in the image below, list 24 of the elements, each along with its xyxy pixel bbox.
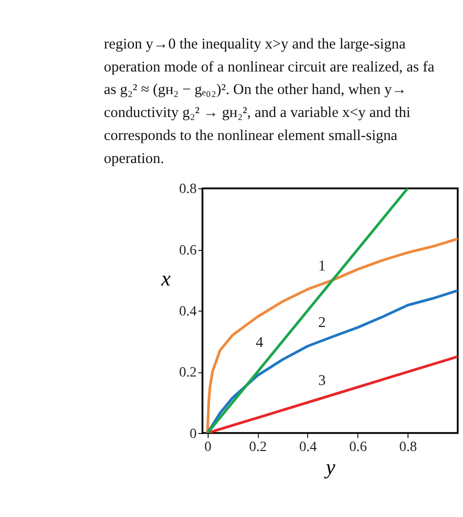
y-tick-label: 0 xyxy=(190,426,197,442)
x-axis-title: y xyxy=(324,454,336,479)
y-tick-label: 0.2 xyxy=(179,364,197,381)
series-label: 1 xyxy=(318,258,326,274)
text: operation mode of a nonlinear circuit are realized, as fa xyxy=(104,59,435,76)
x-tick-label: 0.4 xyxy=(299,439,317,456)
y-tick-label: 0.8 xyxy=(179,181,197,198)
series-label: 2 xyxy=(318,315,326,332)
x-tick-label: 0.6 xyxy=(349,439,367,456)
text: as g₂² ≈ (gн₂ − gₑ₀₂)². On the other hand, when y→ xyxy=(104,82,407,98)
y-tick-label: 0.4 xyxy=(179,304,197,320)
text: corresponds to the nonlinear element small-signa xyxy=(104,128,398,144)
y-tick-label: 0.6 xyxy=(179,242,197,258)
text: region y→0 the inequality x>y and the large-signa xyxy=(104,36,406,52)
line-series xyxy=(206,237,458,434)
series-label: 3 xyxy=(318,373,326,390)
text: conductivity g₂² → gн₂², and a variable x<y and thi xyxy=(104,105,410,122)
text: operation. xyxy=(104,150,164,167)
x-tick-label: 0 xyxy=(204,439,212,456)
line-series xyxy=(206,289,458,434)
x-tick-label: 0.8 xyxy=(399,439,417,456)
series-label: 4 xyxy=(256,334,264,351)
y-axis-title: x xyxy=(160,266,172,291)
x-tick-label: 0.2 xyxy=(249,439,267,456)
